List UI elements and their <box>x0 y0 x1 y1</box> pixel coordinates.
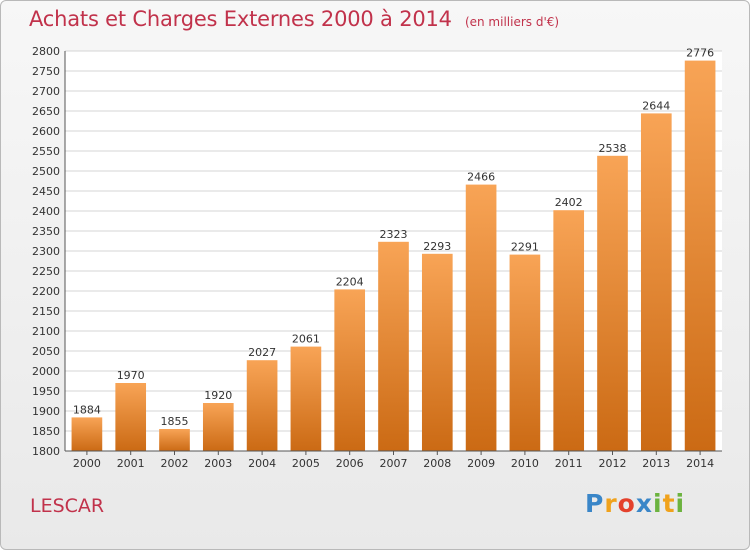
bar-value-label: 1855 <box>161 415 189 428</box>
x-tick-label: 2009 <box>467 457 495 470</box>
bar <box>115 383 147 451</box>
bar-value-label: 2027 <box>248 346 276 359</box>
y-tick-label: 2700 <box>32 85 60 98</box>
bar <box>421 253 453 451</box>
y-tick-label: 2100 <box>32 325 60 338</box>
y-tick-label: 2600 <box>32 125 60 138</box>
bar <box>684 60 716 451</box>
y-tick-label: 2250 <box>32 265 60 278</box>
y-tick-label: 2750 <box>32 65 60 78</box>
bar <box>159 429 190 451</box>
x-tick-label: 2011 <box>555 457 583 470</box>
bar <box>640 113 672 452</box>
bar-value-label: 2538 <box>599 142 627 155</box>
city-name: LESCAR <box>30 495 105 517</box>
y-tick-label: 2400 <box>32 205 60 218</box>
logo-letter: i <box>675 489 686 518</box>
logo-letter: o <box>617 489 636 518</box>
y-tick-label: 2300 <box>32 245 60 258</box>
bar-value-label: 1884 <box>73 403 101 416</box>
y-tick-label: 2200 <box>32 285 60 298</box>
x-tick-label: 2008 <box>423 457 451 470</box>
y-tick-label: 1900 <box>32 405 60 418</box>
x-tick-label: 2010 <box>511 457 539 470</box>
title-row: Achats et Charges Externes 2000 à 2014 (… <box>29 7 559 31</box>
bar-value-label: 2466 <box>467 171 495 184</box>
bar <box>465 184 497 451</box>
bar-value-label: 2061 <box>292 333 320 346</box>
y-tick-label: 1800 <box>32 445 60 458</box>
chart-subtitle: (en milliers d'€) <box>464 15 560 29</box>
bar-value-label: 1920 <box>204 389 232 402</box>
y-tick-label: 2550 <box>32 145 60 158</box>
x-tick-label: 2013 <box>642 457 670 470</box>
y-tick-label: 2050 <box>32 345 60 358</box>
y-tick-label: 1850 <box>32 425 60 438</box>
y-tick-label: 2350 <box>32 225 60 238</box>
bar-value-label: 2776 <box>686 47 714 60</box>
logo-letter: r <box>604 489 618 518</box>
x-tick-label: 2006 <box>336 457 364 470</box>
bar-value-label: 2644 <box>642 99 670 112</box>
bar <box>553 210 585 451</box>
bar-value-label: 2323 <box>380 228 408 241</box>
bar <box>509 254 541 451</box>
y-tick-label: 1950 <box>32 385 60 398</box>
logo-letter: i <box>653 489 663 518</box>
x-tick-label: 2014 <box>686 457 714 470</box>
bars: 1884 1970 1855 1920 2027 2061 2204 2323 2293 2466… <box>71 47 716 452</box>
bar <box>290 346 322 451</box>
x-tick-label: 2003 <box>204 457 232 470</box>
y-tick-label: 2800 <box>32 45 60 58</box>
y-tick-label: 2500 <box>32 165 60 178</box>
x-tick-label: 2000 <box>73 457 101 470</box>
x-tick-label: 2004 <box>248 457 276 470</box>
x-tick-label: 2002 <box>161 457 189 470</box>
y-tick-label: 2650 <box>32 105 60 118</box>
x-tick-label: 2001 <box>117 457 145 470</box>
bar <box>597 155 628 452</box>
bar <box>334 289 366 451</box>
logo-letter: P <box>585 489 605 518</box>
x-tick-label: 2007 <box>380 457 408 470</box>
y-tick-label: 2150 <box>32 305 60 318</box>
proxiti-logo[interactable]: Proxiti <box>585 489 685 518</box>
bar <box>378 241 409 451</box>
bar-value-label: 2293 <box>423 240 451 253</box>
logo-letter: x <box>635 489 653 518</box>
bar-value-label: 1970 <box>117 369 145 382</box>
bar <box>246 360 278 451</box>
logo-letter: t <box>662 489 676 518</box>
bar <box>202 403 234 451</box>
bar-value-label: 2402 <box>555 196 583 209</box>
x-tick-label: 2012 <box>599 457 627 470</box>
y-tick-label: 2000 <box>32 365 60 378</box>
bar-value-label: 2204 <box>336 275 364 288</box>
chart-title: Achats et Charges Externes 2000 à 2014 <box>29 7 452 31</box>
axes: 1800 1850 1900 1950 2000 2050 2100 2150 2200 2250… <box>32 45 722 470</box>
bar-value-label: 2291 <box>511 241 539 254</box>
bar <box>71 417 103 451</box>
y-tick-label: 2450 <box>32 185 60 198</box>
x-tick-label: 2005 <box>292 457 320 470</box>
